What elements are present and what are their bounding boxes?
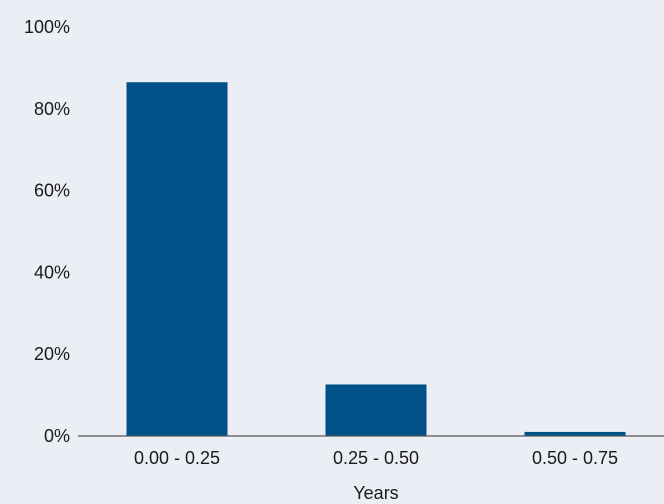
bar [126, 82, 228, 436]
y-tick-label: 40% [34, 262, 70, 282]
x-tick-label: 0.00 - 0.25 [134, 448, 220, 468]
y-axis-tick-labels: 0% 20% 40% 60% 80% 100% [24, 17, 70, 446]
x-axis-tick-labels: 0.00 - 0.25 0.25 - 0.50 0.50 - 0.75 [134, 448, 618, 468]
y-tick-label: 0% [44, 426, 70, 446]
y-tick-label: 100% [24, 17, 70, 37]
y-tick-label: 60% [34, 181, 70, 201]
bar [524, 431, 626, 436]
bar [325, 384, 427, 436]
x-tick-label: 0.50 - 0.75 [532, 448, 618, 468]
x-axis-title: Years [353, 483, 398, 503]
bars [126, 82, 626, 436]
y-tick-label: 80% [34, 99, 70, 119]
y-tick-label: 20% [34, 344, 70, 364]
x-tick-label: 0.25 - 0.50 [333, 448, 419, 468]
